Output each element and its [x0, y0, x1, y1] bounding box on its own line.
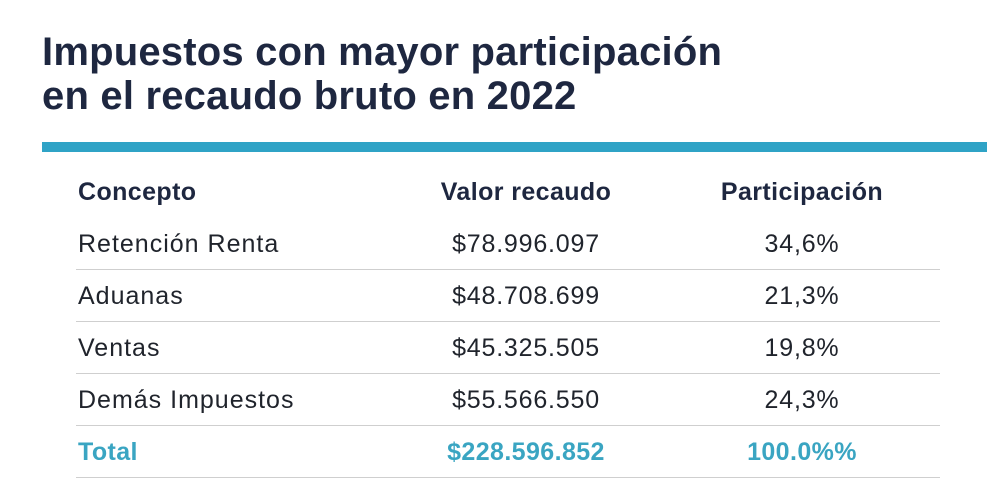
cell-concepto: Demás Impuestos: [78, 386, 295, 414]
table-total-row: Total $228.596.852 100.0%%: [76, 426, 940, 478]
table-row: Aduanas $48.708.699 21,3%: [76, 270, 940, 322]
page-title: Impuestos con mayor participación en el …: [42, 30, 722, 118]
cell-participacion: 19,8%: [764, 334, 840, 362]
header-concepto: Concepto: [78, 178, 197, 206]
cell-concepto: Aduanas: [78, 282, 184, 310]
tax-table: Concepto Valor recaudo Participación Ret…: [76, 166, 940, 478]
cell-concepto: Retención Renta: [78, 230, 280, 258]
cell-concepto: Ventas: [78, 334, 161, 362]
cell-valor: $78.996.097: [452, 230, 600, 258]
accent-divider-bar: [42, 142, 987, 152]
total-valor: $228.596.852: [447, 438, 605, 466]
cell-participacion: 34,6%: [764, 230, 840, 258]
cell-participacion: 21,3%: [764, 282, 840, 310]
table-row: Ventas $45.325.505 19,8%: [76, 322, 940, 374]
header-participacion: Participación: [720, 178, 884, 206]
table-row: Demás Impuestos $55.566.550 24,3%: [76, 374, 940, 426]
title-line-1: Impuestos con mayor participación: [42, 30, 723, 74]
table-header-row: Concepto Valor recaudo Participación: [76, 166, 940, 218]
cell-valor: $45.325.505: [452, 334, 600, 362]
title-line-2: en el recaudo bruto en 2022: [42, 74, 577, 118]
total-participacion: 100.0%%: [747, 438, 857, 466]
table-row: Retención Renta $78.996.097 34,6%: [76, 218, 940, 270]
cell-participacion: 24,3%: [764, 386, 840, 414]
total-label: Total: [78, 438, 138, 466]
header-valor-recaudo: Valor recaudo: [440, 178, 612, 206]
cell-valor: $55.566.550: [452, 386, 600, 414]
cell-valor: $48.708.699: [452, 282, 600, 310]
